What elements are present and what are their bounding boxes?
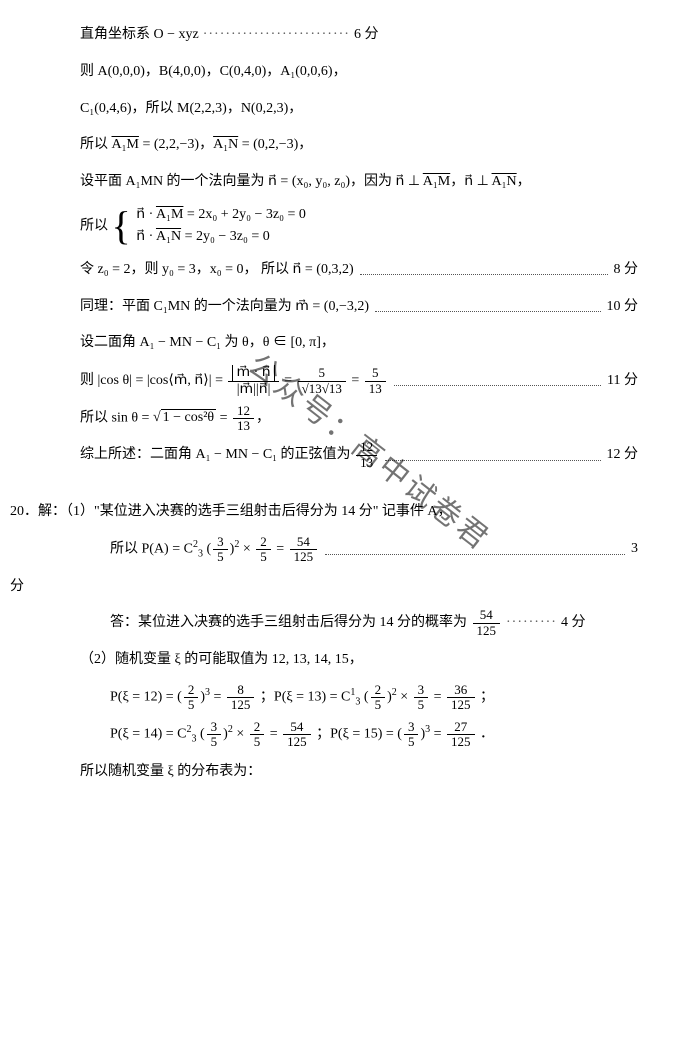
text: 设二面角 A₁ − MN − C₁ 为 θ，θ ∈ [0, π]， [80,328,335,359]
line-dist-table: 所以随机变量 ξ 的分布表为： [80,757,638,788]
line-cos: 则 |cos θ| = |cos⟨m⃗, n⃗⟩| = m⃗ · n⃗ |m⃗|… [80,365,638,397]
line-points-1: 则 A(0,0,0)，B(4,0,0)，C(0,4,0)，A₁(0,0,6)， [80,57,638,88]
dots [325,545,625,555]
score: 4 分 [561,608,586,639]
dots [385,451,600,461]
line-part2: （2）随机变量 ξ 的可能取值为 12, 13, 14, 15， [80,645,638,676]
line-vectors: 所以 A₁M = (2,2,−3)，A₁N = (0,2,−3)， [80,130,638,161]
text: 所以 sin θ = 1 − cos²θ = 1213， [80,403,270,434]
line-coord-sys: 直角坐标系 O − xyz ··························… [80,20,638,51]
dots [360,265,608,275]
text: 同理：平面 C₁MN 的一个法向量为 m⃗ = (0,−3,2) [80,292,369,323]
line-solve-m: 同理：平面 C₁MN 的一个法向量为 m⃗ = (0,−3,2) 10 分 [80,292,638,323]
text: 则 |cos θ| = |cos⟨m⃗, n⃗⟩| = m⃗ · n⃗ |m⃗|… [80,365,388,397]
text: 20．解：（1）"某位进入决赛的选手三组射击后得分为 14 分" 记事件 A， [10,497,452,528]
brace-icon: { [112,206,131,246]
text: 令 z₀ = 2，则 y₀ = 3，x₀ = 0， 所以 n⃗ = (0,3,2… [80,255,354,286]
text: 所以 { n⃗ · A₁M = 2x₀ + 2y₀ − 3z₀ = 0 n⃗ ·… [80,204,306,249]
text: P(ξ = 14) = C23 (35)2 × 25 = 54125 ；P(ξ … [110,719,494,750]
text: 所以 P(A) = C23 (35)2 × 25 = 54125 [110,534,319,565]
text: （2）随机变量 ξ 的可能取值为 12, 13, 14, 15， [80,645,363,676]
text: 设平面 A₁MN 的一个法向量为 n⃗ = (x₀, y₀, z₀)，因为 n⃗… [80,167,531,198]
text: P(ξ = 12) = (25)3 = 8125 ；P(ξ = 13) = C1… [110,682,494,713]
line-p14-p15: P(ξ = 14) = C23 (35)2 × 25 = 54125 ；P(ξ … [110,719,638,750]
line-answer: 答：某位进入决赛的选手三组射击后得分为 14 分的概率为 54125 ·····… [110,608,638,639]
text: 所以随机变量 ξ 的分布表为： [80,757,261,788]
fen-marker: 分 [10,572,638,603]
line-pa: 所以 P(A) = C23 (35)2 × 25 = 54125 3 [110,534,638,565]
score: 12 分 [607,440,639,471]
line-p12-p13: P(ξ = 12) = (25)3 = 8125 ；P(ξ = 13) = C1… [110,682,638,713]
line-normal-setup: 设平面 A₁MN 的一个法向量为 n⃗ = (x₀, y₀, z₀)，因为 n⃗… [80,167,638,198]
text: 答：某位进入决赛的选手三组射击后得分为 14 分的概率为 54125 [110,608,502,639]
text: 直角坐标系 O − xyz [80,20,199,51]
line-points-2: C₁(0,4,6)，所以 M(2,2,3)，N(0,2,3)， [80,94,638,125]
text: 所以 A₁M = (2,2,−3)，A₁N = (0,2,−3)， [80,130,312,161]
text: C₁(0,4,6)，所以 M(2,2,3)，N(0,2,3)， [80,94,302,125]
score: 3 [631,534,638,565]
score: 6 分 [354,20,379,51]
line-conclusion: 综上所述：二面角 A₁ − MN − C₁ 的正弦值为 1213 12 分 [80,440,638,471]
line-solve-n: 令 z₀ = 2，则 y₀ = 3，x₀ = 0， 所以 n⃗ = (0,3,2… [80,255,638,286]
score: 8 分 [614,255,639,286]
dots: ········· [506,608,557,639]
line-system: 所以 { n⃗ · A₁M = 2x₀ + 2y₀ − 3z₀ = 0 n⃗ ·… [80,204,638,249]
dots [375,302,600,312]
score: 10 分 [607,292,639,323]
score: 11 分 [607,366,638,397]
q20-header: 20．解：（1）"某位进入决赛的选手三组射击后得分为 14 分" 记事件 A， [10,497,638,528]
line-theta: 设二面角 A₁ − MN − C₁ 为 θ，θ ∈ [0, π]， [80,328,638,359]
dots [394,376,601,386]
text: 综上所述：二面角 A₁ − MN − C₁ 的正弦值为 1213 [80,440,379,471]
line-sin: 所以 sin θ = 1 − cos²θ = 1213， [80,403,638,434]
text: 则 A(0,0,0)，B(4,0,0)，C(0,4,0)，A₁(0,0,6)， [80,57,347,88]
text: 分 [10,572,24,603]
dots: ·························· [203,20,350,51]
